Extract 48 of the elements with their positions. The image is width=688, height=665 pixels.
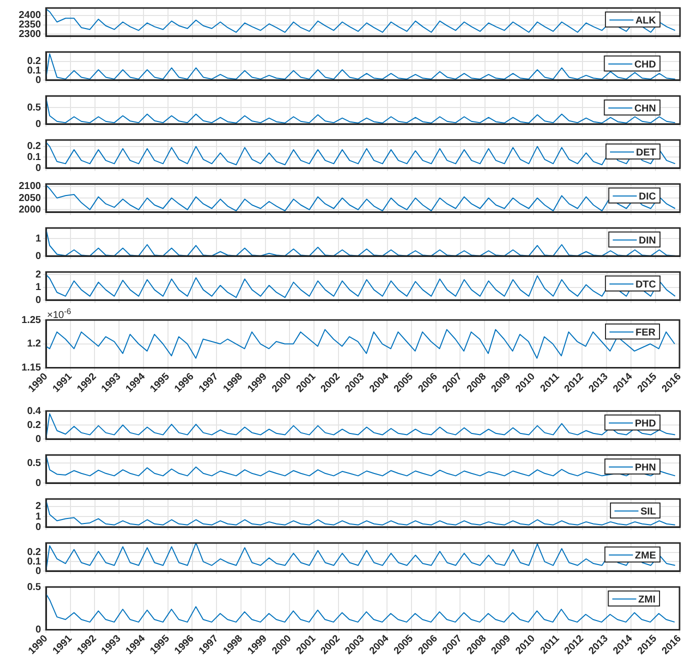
y-tick-label: 0.2	[27, 547, 42, 558]
y-tick-label: 0	[35, 250, 42, 262]
y-tick-label: 0.5	[27, 102, 42, 114]
y-tick-label: 2	[35, 501, 42, 512]
y-tick-label: 0	[35, 294, 42, 306]
y-tick-label: 1	[35, 511, 42, 522]
y-tick-label: 2000	[18, 204, 42, 216]
y-tick-label: 0	[35, 478, 42, 489]
legend-label: ZMI	[638, 594, 656, 606]
legend-label: PHN	[634, 462, 656, 474]
legend-label: PHD	[634, 418, 656, 430]
legend-label: DIC	[638, 191, 656, 202]
y-tick-label: 0	[35, 522, 42, 533]
y-tick-label: 0.2	[27, 56, 42, 68]
legend-label: ZME	[634, 550, 656, 562]
y-tick-label: 0.2	[27, 420, 42, 431]
y-tick-label: 0.1	[27, 152, 42, 163]
legend-label: DIN	[638, 235, 656, 246]
y-tick-label: 1.25	[22, 314, 42, 326]
y-tick-label: 2350	[18, 20, 42, 31]
y-tick-label: 0	[35, 118, 42, 130]
y-tick-label: 0	[35, 162, 42, 174]
legend-label: CHD	[634, 59, 656, 70]
y-tick-label: 0	[35, 434, 42, 445]
legend-label: ALK	[635, 15, 657, 26]
legend-label: FER	[636, 327, 656, 338]
legend-label: SIL	[640, 506, 656, 518]
y-tick-label: 0.1	[27, 556, 42, 568]
y-tick-label: 2050	[18, 192, 42, 204]
y-tick-label: 1.2	[27, 338, 42, 350]
y-tick-label: 0.5	[27, 458, 42, 469]
y-tick-label: 1.15	[22, 362, 42, 374]
y-tick-label: 0.1	[27, 65, 42, 76]
y-tick-label: 2300	[18, 28, 42, 40]
y-tick-label: 0.4	[27, 406, 42, 417]
y-tick-label: 0	[35, 624, 42, 636]
legend-label: DET	[636, 147, 656, 158]
y-tick-label: 1	[35, 282, 42, 294]
legend-label: CHN	[634, 103, 656, 114]
y-tick-label: 0.2	[27, 141, 42, 152]
y-tick-label: 0	[35, 74, 42, 86]
y-tick-label: 0	[35, 566, 42, 577]
y-tick-label: 1	[35, 233, 42, 244]
y-tick-label: 2400	[18, 10, 42, 22]
legend-label: DTC	[635, 279, 656, 290]
y-tick-label: 0.5	[27, 582, 42, 593]
y-tick-label: 2100	[18, 181, 42, 192]
y-tick-label: 2	[35, 269, 42, 280]
